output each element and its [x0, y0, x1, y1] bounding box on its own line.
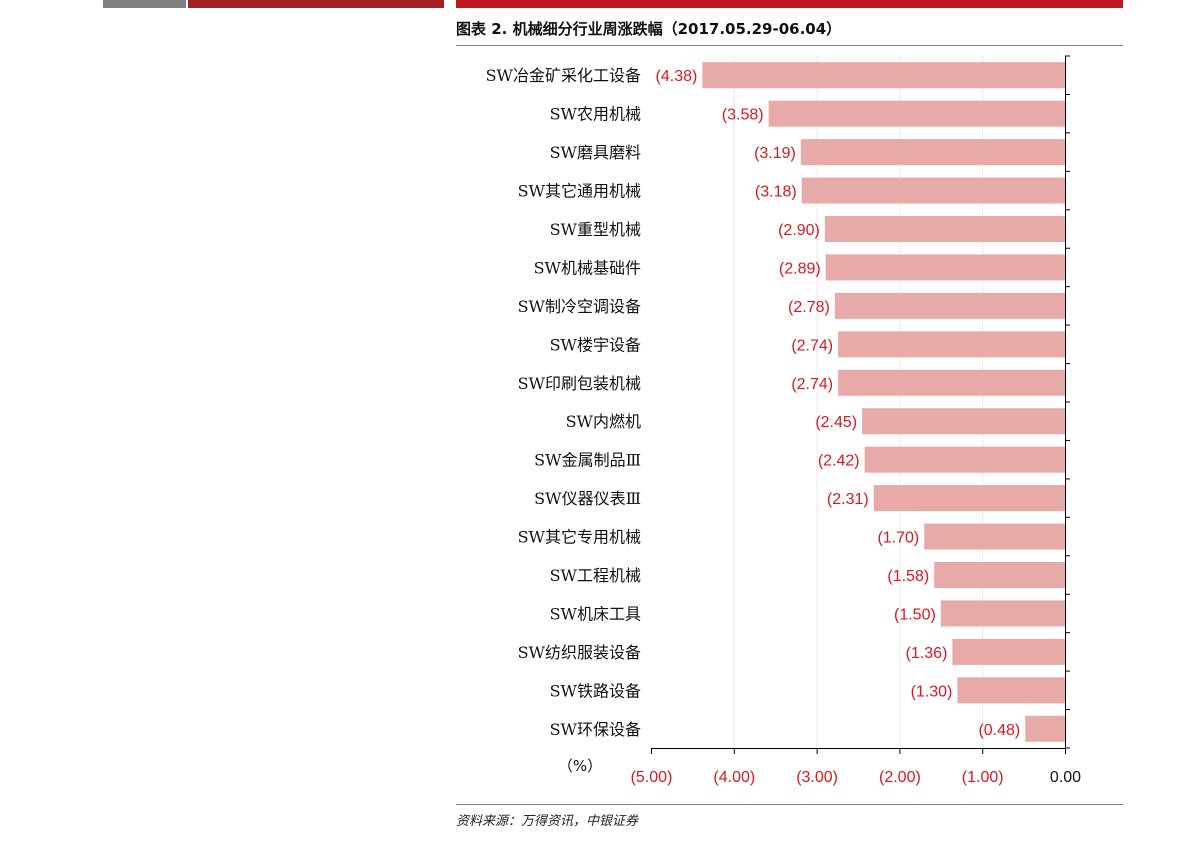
data-label: (2.78) [788, 299, 830, 316]
bar [702, 62, 1065, 89]
bar [825, 254, 1065, 281]
data-label: (4.38) [656, 68, 698, 85]
bar [940, 600, 1065, 627]
category-label: SW农用机械 [550, 105, 641, 124]
data-label: (2.31) [827, 491, 869, 508]
bar [801, 177, 1065, 204]
data-label: (2.45) [815, 414, 857, 431]
bar [1025, 715, 1065, 742]
bar [838, 331, 1065, 358]
category-label: SW印刷包装机械 [518, 374, 641, 393]
x-tick-label: 0.00 [1050, 769, 1081, 786]
data-label: (1.58) [887, 568, 929, 585]
x-tick-label: (3.00) [796, 769, 838, 786]
footer-divider [456, 804, 1123, 805]
data-label: (2.74) [791, 337, 833, 354]
category-label: SW内燃机 [566, 412, 641, 431]
header-bar-gray [103, 0, 186, 8]
data-label: (2.42) [818, 453, 860, 470]
bar [873, 485, 1065, 512]
bar [834, 292, 1065, 319]
data-label: (1.50) [894, 606, 936, 623]
data-label: (0.48) [978, 722, 1020, 739]
bar [824, 216, 1065, 242]
data-label: (1.36) [906, 645, 948, 662]
category-label: SW工程机械 [550, 566, 641, 585]
category-label: SW机械基础件 [534, 258, 641, 277]
data-label: (1.30) [911, 683, 953, 700]
category-label: SW环保设备 [550, 720, 641, 739]
bar [862, 408, 1065, 435]
x-tick-label: (2.00) [879, 769, 921, 786]
bar [957, 677, 1065, 704]
bar [838, 369, 1065, 396]
data-label: (1.70) [877, 530, 919, 547]
category-label: SW重型机械 [550, 220, 641, 239]
bar [864, 446, 1065, 473]
header-bar-darkred [188, 0, 444, 8]
source-note: 资料来源：万得资讯，中银证券 [456, 814, 639, 829]
bar [952, 638, 1065, 665]
category-label: SW其它专用机械 [518, 528, 641, 547]
title-divider [456, 45, 1123, 46]
data-label: (3.18) [755, 184, 797, 201]
header-bar-red [456, 0, 1123, 8]
data-label: (2.90) [778, 222, 820, 239]
bar [768, 100, 1065, 127]
category-label: SW纺织服装设备 [518, 643, 641, 662]
category-label: SW其它通用机械 [518, 182, 641, 201]
x-tick-label: (5.00) [631, 769, 673, 786]
data-label: (3.58) [722, 107, 764, 124]
unit-label: （%） [558, 757, 602, 775]
chart-title: 图表 2. 机械细分行业周涨跌幅（2017.05.29-06.04） [456, 20, 842, 38]
data-label: (2.74) [791, 376, 833, 393]
category-label: SW楼宇设备 [550, 335, 641, 354]
x-tick-label: (4.00) [713, 769, 755, 786]
bar [924, 523, 1065, 550]
x-tick-label: (1.00) [962, 769, 1004, 786]
category-label: SW仪器仪表Ⅲ [534, 489, 641, 508]
category-label: SW铁路设备 [550, 681, 641, 700]
data-label: (3.19) [754, 145, 796, 162]
bar [800, 139, 1065, 166]
category-label: SW磨具磨料 [550, 143, 641, 162]
category-label: SW冶金矿采化工设备 [486, 66, 641, 85]
category-label: SW制冷空调设备 [518, 297, 641, 316]
data-label: (2.89) [779, 260, 821, 277]
bar [934, 562, 1065, 588]
category-label: SW金属制品Ⅲ [534, 451, 641, 470]
category-label: SW机床工具 [550, 604, 641, 623]
